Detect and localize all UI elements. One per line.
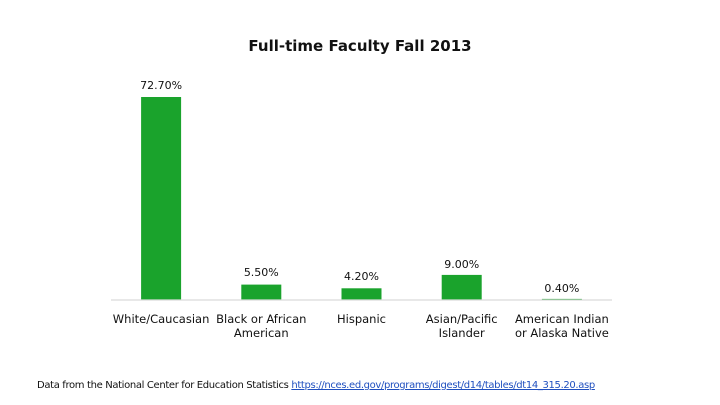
data-label: 5.50% [244, 266, 279, 279]
chart-title: Full-time Faculty Fall 2013 [248, 37, 471, 55]
category-label: White/Caucasian [113, 312, 210, 326]
bar [441, 274, 482, 300]
category-label-line: American Indian [515, 312, 609, 326]
bar-chart: Full-time Faculty Fall 2013 72.70% 5.50% 4… [111, 37, 612, 340]
data-labels-group: 72.70% 5.50% 4.20% 9.00% 0.40% [140, 79, 579, 295]
category-label: Hispanic [337, 312, 386, 326]
bar [241, 284, 282, 300]
data-label: 4.20% [344, 270, 379, 283]
category-label-line: White/Caucasian [113, 312, 210, 326]
bar [341, 288, 382, 300]
category-label-line: Black or African [216, 312, 306, 326]
data-label: 72.70% [140, 79, 182, 92]
data-label: 0.40% [544, 282, 579, 295]
category-label-line: or Alaska Native [515, 326, 609, 340]
category-label: American Indian or Alaska Native [515, 312, 609, 340]
category-label-line: Hispanic [337, 312, 386, 326]
category-label-line: Asian/Pacific [426, 312, 498, 326]
source-text: Data from the National Center for Educat… [37, 380, 289, 391]
source-link[interactable]: https://nces.ed.gov/programs/digest/d14/… [291, 380, 595, 391]
data-label: 9.00% [444, 258, 479, 271]
category-label: Asian/Pacific Islander [426, 312, 498, 340]
category-label-line: Islander [439, 326, 485, 340]
source-note: Data from the National Center for Educat… [37, 380, 713, 391]
category-labels-group: White/Caucasian Black or African American H… [113, 312, 609, 340]
category-label: Black or African American [216, 312, 306, 340]
bars-group [141, 97, 582, 300]
category-label-line: American [234, 326, 289, 340]
bar [141, 97, 182, 300]
